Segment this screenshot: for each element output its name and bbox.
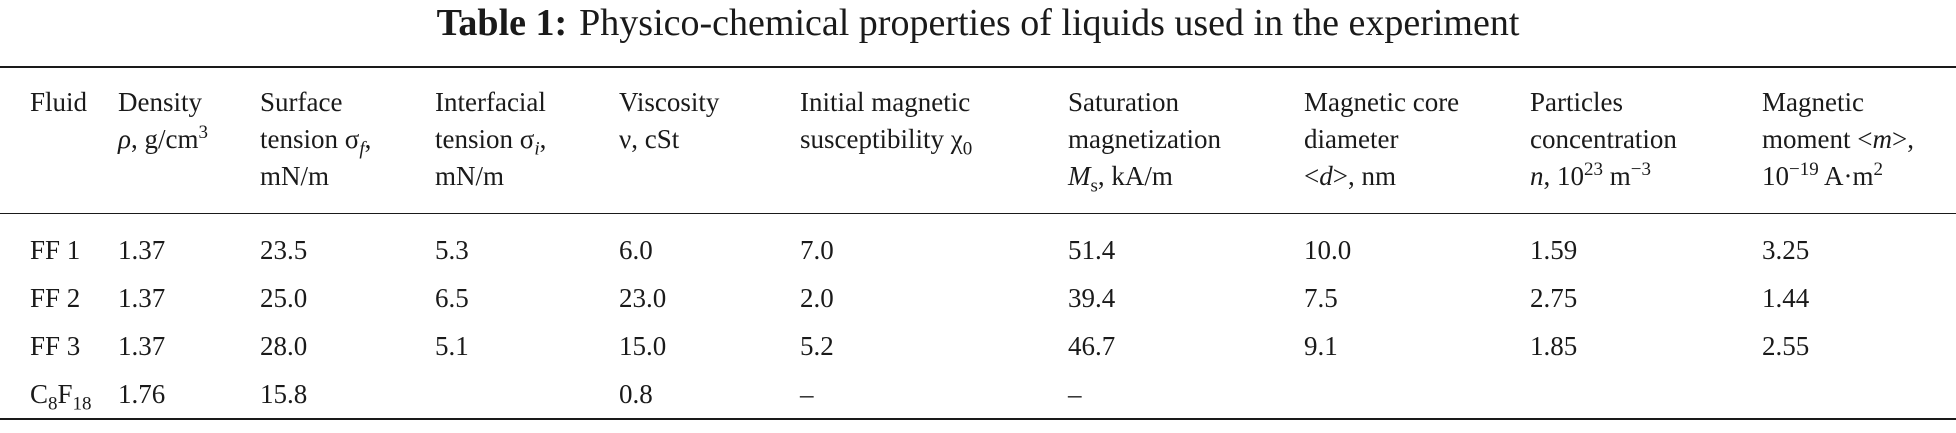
- cell-concentration: 1.59: [1530, 235, 1578, 265]
- header-core-diameter: Magnetic core diameter <d>, nm: [1304, 87, 1460, 191]
- table-row: FF 3 1.37 28.0 5.1 15.0 5.2 46.7 9.1 1.8…: [0, 322, 1956, 370]
- cell-susceptibility: 5.2: [800, 331, 834, 361]
- cell-interfacial-tension: [427, 370, 611, 419]
- cell-viscosity: 6.0: [619, 235, 653, 265]
- cell-interfacial-tension: 5.3: [435, 235, 469, 265]
- cell-core-diameter: [1296, 370, 1522, 419]
- cell-viscosity: 23.0: [619, 283, 667, 313]
- header-moment: Magnetic moment <m>, 10−19 A·m2: [1762, 87, 1914, 191]
- cell-moment: [1754, 370, 1956, 419]
- header-fluid: Fluid: [30, 87, 88, 117]
- cell-surface-tension: 28.0: [260, 331, 308, 361]
- table-row: FF 1 1.37 23.5 5.3 6.0 7.0 51.4 10.0 1.5…: [0, 214, 1956, 275]
- cell-fluid: FF 1: [30, 235, 81, 265]
- properties-table: Fluid Density ρ, g/cm3 Surface tension σ…: [0, 66, 1956, 420]
- header-density: Density ρ, g/cm3: [118, 87, 208, 154]
- table-caption: Table 1: Physico-chemical properties of l…: [0, 0, 1956, 44]
- cell-interfacial-tension: 5.1: [435, 331, 469, 361]
- cell-core-diameter: 10.0: [1304, 235, 1352, 265]
- cell-viscosity: 15.0: [619, 331, 667, 361]
- caption-text: Physico-chemical properties of liquids u…: [579, 2, 1520, 44]
- cell-core-diameter: 7.5: [1304, 283, 1338, 313]
- table-row: FF 2 1.37 25.0 6.5 23.0 2.0 39.4 7.5 2.7…: [0, 274, 1956, 322]
- cell-concentration: 2.75: [1530, 283, 1578, 313]
- table-row: C8F18 1.76 15.8 0.8 – –: [0, 370, 1956, 419]
- cell-fluid: FF 3: [30, 331, 81, 361]
- caption-label: Table 1:: [436, 2, 568, 44]
- header-viscosity: Viscosity ν, cSt: [619, 87, 720, 154]
- header-surface-tension: Surface tension σf, mN/m: [260, 87, 372, 191]
- cell-surface-tension: 25.0: [260, 283, 308, 313]
- cell-moment: 1.44: [1762, 283, 1810, 313]
- cell-fluid: C8F18: [30, 379, 92, 415]
- cell-density: 1.37: [118, 283, 166, 313]
- header-row: Fluid Density ρ, g/cm3 Surface tension σ…: [0, 67, 1956, 214]
- cell-core-diameter: 9.1: [1304, 331, 1338, 361]
- cell-viscosity: 0.8: [619, 379, 653, 409]
- cell-susceptibility: 7.0: [800, 235, 834, 265]
- cell-concentration: [1522, 370, 1754, 419]
- cell-magnetization: 39.4: [1068, 283, 1116, 313]
- cell-magnetization: –: [1068, 379, 1082, 409]
- header-interfacial-tension: Interfacial tension σi, mN/m: [435, 87, 547, 191]
- cell-fluid: FF 2: [30, 283, 81, 313]
- cell-concentration: 1.85: [1530, 331, 1578, 361]
- header-magnetization: Saturation magnetization Ms, kA/m: [1068, 87, 1221, 197]
- cell-moment: 2.55: [1762, 331, 1810, 361]
- cell-susceptibility: –: [800, 379, 814, 409]
- cell-density: 1.76: [118, 379, 166, 409]
- cell-susceptibility: 2.0: [800, 283, 834, 313]
- cell-interfacial-tension: 6.5: [435, 283, 469, 313]
- cell-magnetization: 51.4: [1068, 235, 1116, 265]
- cell-surface-tension: 15.8: [260, 379, 308, 409]
- cell-surface-tension: 23.5: [260, 235, 308, 265]
- header-susceptibility: Initial magnetic susceptibility χ0: [800, 87, 973, 160]
- cell-density: 1.37: [118, 331, 166, 361]
- cell-density: 1.37: [118, 235, 166, 265]
- cell-magnetization: 46.7: [1068, 331, 1116, 361]
- cell-moment: 3.25: [1762, 235, 1810, 265]
- header-concentration: Particles concentration n, 1023 m−3: [1530, 87, 1677, 191]
